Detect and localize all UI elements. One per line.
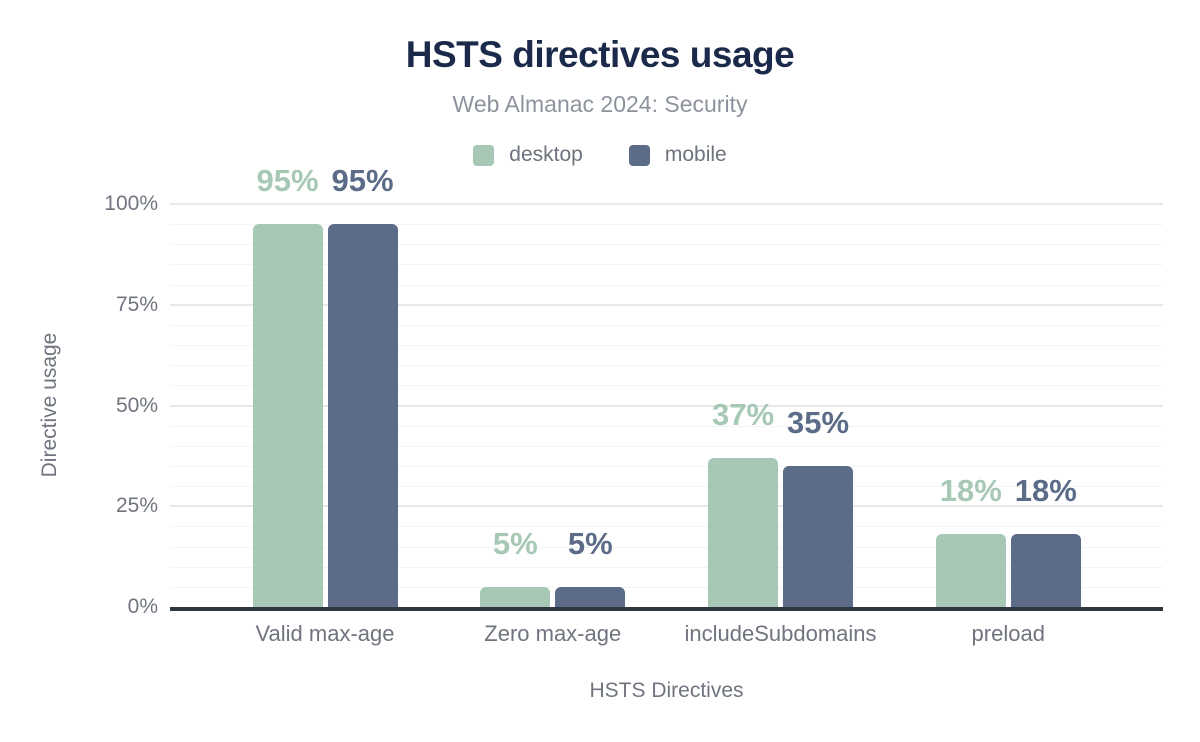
value-label-desktop-preload: 18% <box>939 473 1002 509</box>
bar-mobile-preload <box>1010 534 1081 607</box>
minor-gridline-20 <box>170 526 1163 528</box>
minor-gridline-45 <box>170 425 1163 427</box>
legend-label-desktop: desktop <box>509 143 583 166</box>
plot-area: 95% 95% 5% 5% 37% 35% 18% 18% <box>170 165 1163 611</box>
bar-desktop-includesubdomains <box>708 457 778 607</box>
minor-gridline-30 <box>170 486 1163 488</box>
bar-group-includesubdomains: 37% 35% <box>708 204 853 607</box>
major-gridline-100 <box>170 203 1163 205</box>
minor-gridline-60 <box>170 365 1163 367</box>
major-gridline-75 <box>170 303 1163 306</box>
minor-gridline-95 <box>170 224 1163 226</box>
bar-group-zero-max-age: 5% 5% <box>480 204 626 607</box>
minor-gridline-85 <box>170 264 1163 266</box>
minor-gridline-35 <box>170 465 1163 467</box>
minor-gridline-15 <box>170 546 1163 548</box>
x-axis-title: HSTS Directives <box>589 679 744 702</box>
minor-gridline-5 <box>170 586 1163 588</box>
value-label-desktop-zero-max-age: 5% <box>492 525 538 561</box>
legend: desktop mobile <box>0 143 1200 167</box>
major-gridline-25 <box>170 505 1163 508</box>
bar-column-desktop-preload: 18% <box>935 204 1006 607</box>
bar-desktop-zero-max-age <box>480 586 551 607</box>
bar-column-mobile-valid-max-age: 95% <box>327 165 398 607</box>
bar-group-preload: 18% 18% <box>935 204 1081 607</box>
value-label-mobile-includesubdomains: 35% <box>786 404 850 440</box>
y-tick-25: 25% <box>115 494 158 518</box>
minor-gridline-90 <box>170 244 1163 246</box>
minor-gridline-80 <box>170 284 1163 286</box>
bar-mobile-zero-max-age <box>555 586 626 607</box>
legend-label-mobile: mobile <box>664 143 727 166</box>
value-label-mobile-valid-max-age: 95% <box>331 163 394 199</box>
bar-mobile-valid-max-age <box>327 224 398 607</box>
y-tick-100: 100% <box>104 192 158 215</box>
x-tick-zero-max-age: Zero max-age <box>484 621 622 646</box>
y-tick-50: 50% <box>115 393 158 417</box>
minor-gridline-55 <box>170 385 1163 387</box>
legend-item-mobile: mobile <box>628 143 727 167</box>
minor-gridline-65 <box>170 345 1163 347</box>
value-label-desktop-includesubdomains: 37% <box>711 396 775 432</box>
legend-swatch-desktop <box>473 144 495 166</box>
y-tick-0: 0% <box>127 595 158 618</box>
minor-gridline-10 <box>170 566 1163 568</box>
x-tick-valid-max-age: Valid max-age <box>255 621 395 646</box>
bar-column-desktop-valid-max-age: 95% <box>252 165 323 607</box>
bar-column-desktop-zero-max-age: 5% <box>480 204 551 607</box>
bar-column-desktop-includesubdomains: 37% <box>708 204 778 607</box>
bar-mobile-includesubdomains <box>783 465 853 607</box>
chart-title: HSTS directives usage <box>405 34 795 75</box>
bar-group-valid-max-age: 95% 95% <box>252 165 398 607</box>
bar-desktop-preload <box>935 534 1006 607</box>
value-label-mobile-preload: 18% <box>1014 473 1077 509</box>
bar-desktop-valid-max-age <box>252 224 323 607</box>
bar-column-mobile-zero-max-age: 5% <box>555 204 626 607</box>
legend-item-desktop: desktop <box>473 143 583 167</box>
x-tick-preload: preload <box>971 621 1045 646</box>
major-gridline-50 <box>170 404 1163 407</box>
value-label-mobile-zero-max-age: 5% <box>567 525 613 561</box>
minor-gridline-40 <box>170 445 1163 447</box>
chart-subtitle: Web Almanac 2024: Security <box>452 91 748 117</box>
minor-gridline-70 <box>170 324 1163 326</box>
legend-swatch-mobile <box>628 144 650 166</box>
bar-column-mobile-includesubdomains: 35% <box>783 204 853 607</box>
y-tick-75: 75% <box>115 292 158 316</box>
bar-column-mobile-preload: 18% <box>1010 204 1081 607</box>
value-label-desktop-valid-max-age: 95% <box>256 163 319 199</box>
x-tick-includesubdomains: includeSubdomains <box>684 621 877 646</box>
